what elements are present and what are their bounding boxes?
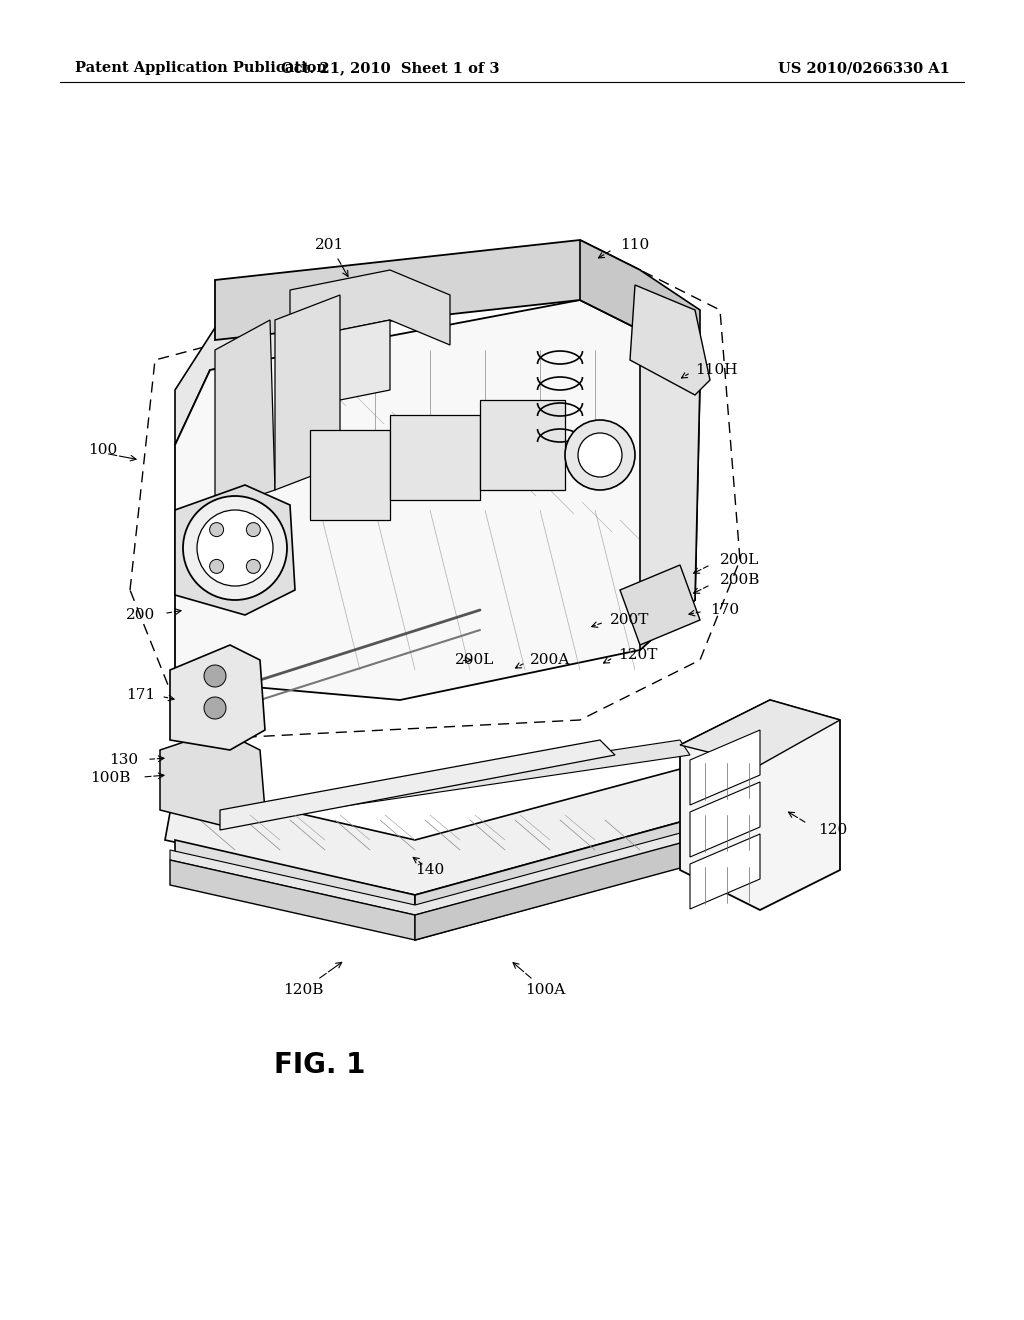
Polygon shape bbox=[390, 414, 480, 500]
Polygon shape bbox=[170, 645, 265, 750]
Circle shape bbox=[247, 560, 260, 573]
Text: 170: 170 bbox=[710, 603, 739, 616]
Polygon shape bbox=[690, 781, 760, 857]
Circle shape bbox=[204, 665, 226, 686]
Polygon shape bbox=[690, 834, 760, 909]
Circle shape bbox=[183, 496, 287, 601]
Text: 100: 100 bbox=[88, 444, 118, 457]
Circle shape bbox=[565, 420, 635, 490]
Polygon shape bbox=[690, 730, 760, 805]
Polygon shape bbox=[160, 730, 265, 825]
Circle shape bbox=[204, 697, 226, 719]
Polygon shape bbox=[680, 700, 840, 909]
Circle shape bbox=[247, 523, 260, 537]
Text: FIG. 1: FIG. 1 bbox=[274, 1051, 366, 1078]
Text: 200B: 200B bbox=[720, 573, 761, 587]
Text: 130: 130 bbox=[109, 752, 138, 767]
Polygon shape bbox=[640, 330, 700, 649]
Polygon shape bbox=[290, 271, 450, 345]
Polygon shape bbox=[480, 400, 565, 490]
Polygon shape bbox=[215, 240, 640, 341]
Circle shape bbox=[578, 433, 622, 477]
Polygon shape bbox=[215, 319, 275, 510]
Circle shape bbox=[210, 523, 223, 537]
Polygon shape bbox=[275, 294, 340, 490]
Text: 100A: 100A bbox=[525, 983, 565, 997]
Polygon shape bbox=[310, 430, 390, 520]
Polygon shape bbox=[415, 820, 765, 940]
Text: Oct. 21, 2010  Sheet 1 of 3: Oct. 21, 2010 Sheet 1 of 3 bbox=[281, 61, 500, 75]
Text: 100B: 100B bbox=[90, 771, 130, 785]
Polygon shape bbox=[415, 800, 760, 940]
Text: 200A: 200A bbox=[530, 653, 570, 667]
Text: Patent Application Publication: Patent Application Publication bbox=[75, 61, 327, 75]
Text: US 2010/0266330 A1: US 2010/0266330 A1 bbox=[778, 61, 950, 75]
Polygon shape bbox=[630, 285, 710, 395]
Text: 110H: 110H bbox=[695, 363, 737, 378]
Polygon shape bbox=[250, 741, 690, 820]
Polygon shape bbox=[620, 565, 700, 645]
Polygon shape bbox=[580, 240, 700, 380]
Circle shape bbox=[210, 560, 223, 573]
Circle shape bbox=[197, 510, 273, 586]
Text: 200T: 200T bbox=[610, 612, 649, 627]
Text: 120B: 120B bbox=[283, 983, 324, 997]
Polygon shape bbox=[290, 319, 390, 411]
Polygon shape bbox=[175, 840, 415, 935]
Polygon shape bbox=[170, 810, 770, 915]
Text: 120T: 120T bbox=[618, 648, 657, 663]
Text: 120: 120 bbox=[818, 822, 847, 837]
Text: 140: 140 bbox=[416, 863, 444, 876]
Text: 200L: 200L bbox=[455, 653, 495, 667]
Polygon shape bbox=[680, 700, 840, 766]
Text: 110: 110 bbox=[620, 238, 649, 252]
Polygon shape bbox=[165, 744, 770, 895]
Polygon shape bbox=[175, 300, 700, 700]
Text: 200L: 200L bbox=[720, 553, 760, 568]
Text: 201: 201 bbox=[315, 238, 345, 252]
Text: 200: 200 bbox=[126, 609, 155, 622]
Polygon shape bbox=[220, 741, 615, 830]
Polygon shape bbox=[175, 484, 295, 615]
Polygon shape bbox=[175, 294, 350, 445]
Polygon shape bbox=[170, 861, 415, 940]
Text: 171: 171 bbox=[126, 688, 155, 702]
